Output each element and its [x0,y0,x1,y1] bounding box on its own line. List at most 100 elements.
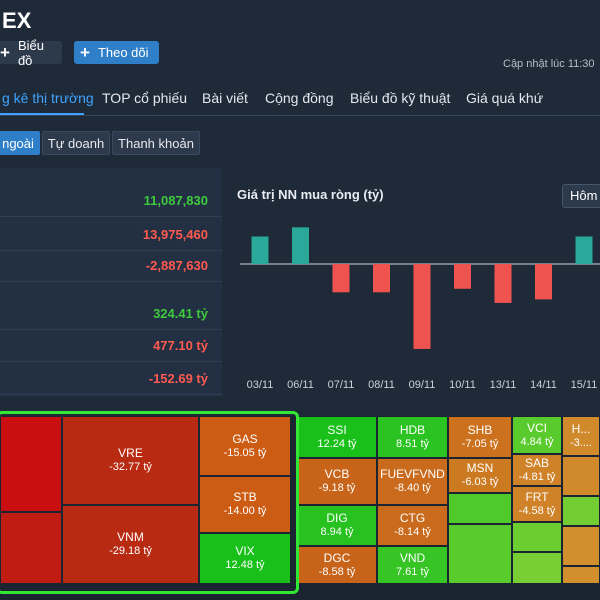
last-updated: Cập nhật lúc 11:30 [503,58,595,70]
heatmap-cell[interactable] [0,512,62,584]
heatmap-cell[interactable]: VNM -29.18 tỷ [62,505,199,584]
heatmap-cell[interactable]: HDB 8.51 tỷ [377,416,448,458]
stat-value: 13,975,460 [142,227,208,242]
chart-button[interactable]: + Biểu đồ [0,38,62,68]
stat-row: 11,087,830 [0,183,222,217]
bar-03-11[interactable] [251,236,269,265]
cell-symbol: SSI [327,422,347,437]
cell-symbol: DGC [323,550,351,565]
heatmap-cell[interactable]: GAS -15.05 tỷ [199,416,291,476]
cell-value: -8.58 tỷ [318,565,356,578]
tab-top-stocks[interactable]: TOP cổ phiếu [102,90,188,106]
bar-10-11[interactable] [454,264,471,289]
stat-value: 11,087,830 [143,193,208,208]
subtab-liquidity[interactable]: Thanh khoản [112,131,200,155]
follow-button-label: Theo dõi [97,45,149,60]
heatmap-cell[interactable]: SAB -4.81 tỷ [512,454,562,486]
stat-row: -152.69 tỷ [0,361,222,395]
heatmap-cell[interactable]: FUEVFVND -8.40 tỷ [377,458,448,505]
stats-panel: 11,087,830 13,975,460 -2,887,630 324.41 … [0,168,222,396]
stat-value: 324.41 tỷ [153,306,208,321]
x-tick-label: 03/11 [247,379,274,391]
cell-symbol: VIX [235,544,255,559]
chart-button-label: Biểu đồ [17,37,44,68]
heatmap-cell[interactable]: DGC -8.58 tỷ [297,546,377,584]
heatmap-cell[interactable]: CTG -8.14 tỷ [377,505,448,546]
cell-value: -4.81 tỷ [518,470,556,483]
cell-symbol: MSN [466,461,494,476]
heatmap-cell[interactable]: SHB -7.05 tỷ [448,416,512,458]
tab-market-stats[interactable]: g kê thị trường [2,90,94,106]
heatmap-cell[interactable] [562,496,600,526]
x-tick-label: 13/11 [490,379,517,391]
bar-06-11[interactable] [292,227,309,264]
bar-07-11[interactable] [332,264,350,293]
stat-value: -152.69 tỷ [148,371,208,386]
heatmap-cell[interactable]: MSN -6.03 tỷ [448,458,512,493]
tab-technical-chart[interactable]: Biểu đồ kỹ thuật [350,90,451,106]
stat-row: -2,887,630 [0,248,222,282]
cell-symbol: SAB [524,455,549,470]
heatmap-cell[interactable]: VND 7.61 tỷ [377,546,448,584]
cell-value: -32.77 tỷ [109,461,152,474]
cell-value: -4.58 tỷ [518,504,556,517]
cell-symbol: VCB [324,467,350,482]
cell-value: -6.03 tỷ [461,476,499,489]
period-selector[interactable]: Hôm [562,184,600,208]
heatmap-cell[interactable]: VCI 4.84 tỷ [512,416,562,454]
bar-15-11[interactable] [575,236,593,265]
cell-value: -7.05 tỷ [461,437,499,450]
foreign-trade-heatmap: VRE -32.77 tỷ VNM -29.18 tỷ GAS -15.05 tỷ STB -… [0,416,600,600]
heatmap-cell[interactable] [562,526,600,566]
heatmap-cell[interactable]: VRE -32.77 tỷ [62,416,199,505]
heatmap-cell[interactable] [448,493,512,524]
x-tick-label: 07/11 [328,379,355,391]
bar-13-11[interactable] [494,264,512,303]
cell-value: -8.40 tỷ [394,482,431,495]
bar-14-11[interactable] [535,264,552,300]
cell-value: 8.94 tỷ [320,526,354,539]
bar-08-11[interactable] [373,264,390,293]
net-buy-chart: 03/11 06/11 07/11 08/11 09/11 10/11 13/11 14/11… [240,227,600,391]
heatmap-cell[interactable]: FRT -4.58 tỷ [512,486,562,522]
x-tick-label: 15/11 [571,379,598,391]
tab-price-history[interactable]: Giá quá khứ [466,90,544,106]
cell-symbol: HDB [399,422,426,437]
heatmap-cell[interactable] [562,456,600,496]
subtab-proprietary[interactable]: Tự doanh [42,131,110,155]
stat-row: 477.10 tỷ [0,328,222,362]
heatmap-cell[interactable] [512,552,562,584]
cell-value: -8.14 tỷ [394,526,431,539]
selection-highlight [0,411,299,594]
stat-value: -2,887,630 [145,258,208,273]
heatmap-cell[interactable]: VIX 12.48 tỷ [199,533,291,584]
active-tab-indicator [0,113,84,115]
cell-symbol: VCI [526,420,547,435]
heatmap-cell[interactable]: SSI 12.24 tỷ [297,416,377,458]
cell-symbol: VND [399,550,426,565]
x-tick-label: 09/11 [409,379,436,391]
heatmap-cell[interactable]: H... -3.... [562,416,600,456]
cell-value: 4.84 tỷ [520,435,554,448]
cell-symbol: FRT [525,489,549,504]
cell-value: 7.61 tỷ [395,565,430,578]
tab-articles[interactable]: Bài viết [202,90,248,106]
cell-symbol: STB [233,490,257,505]
heatmap-cell[interactable]: VCB -9.18 tỷ [297,458,377,505]
heatmap-cell[interactable]: DIG 8.94 tỷ [297,505,377,546]
heatmap-cell[interactable] [0,416,62,512]
heatmap-cell[interactable] [562,566,600,584]
cell-value: 12.24 tỷ [317,437,357,450]
cell-value: -14.00 tỷ [223,505,267,518]
subtab-foreign[interactable]: ngoài [0,131,40,155]
stat-row: 13,975,460 [0,217,222,251]
cell-symbol: FUEVFVND [380,467,445,482]
plus-icon: + [0,43,10,62]
heatmap-cell[interactable] [512,522,562,552]
tab-community[interactable]: Cộng đồng [265,90,334,106]
follow-button[interactable]: + Theo dõi [74,41,159,64]
bar-09-11[interactable] [413,264,431,349]
x-tick-label: 10/11 [449,379,476,391]
heatmap-cell[interactable]: STB -14.00 tỷ [199,476,291,533]
heatmap-cell[interactable] [448,524,512,584]
